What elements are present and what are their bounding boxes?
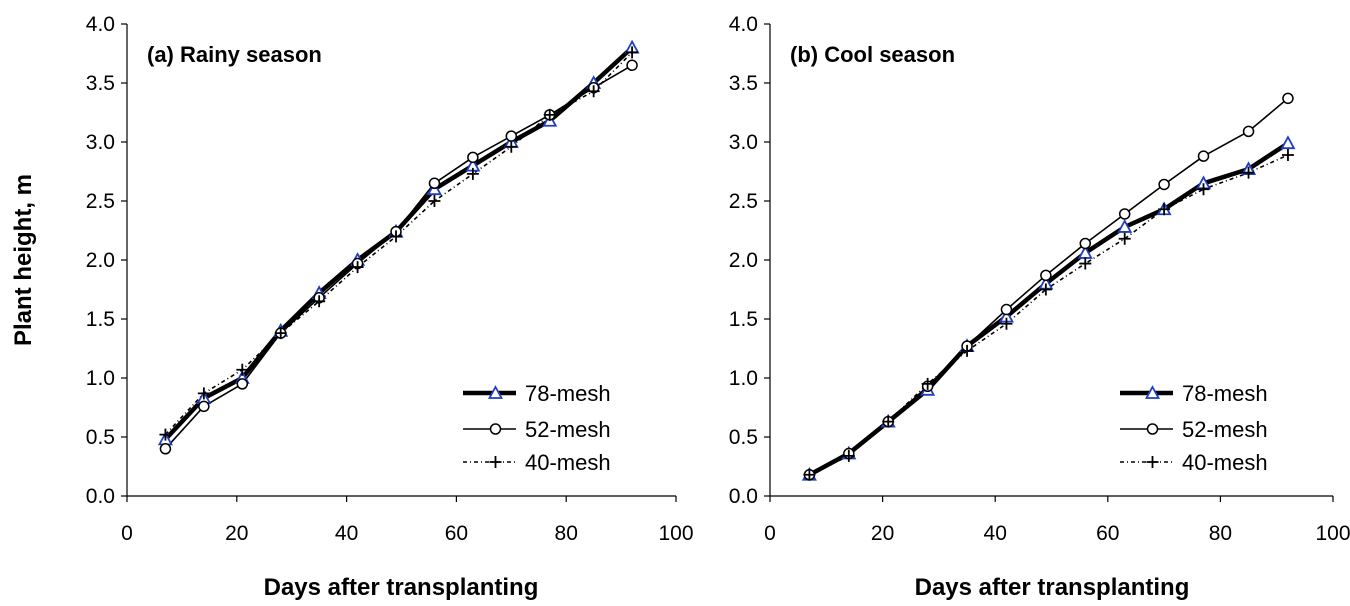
- circle-marker: [489, 423, 502, 435]
- y-tick-label: 2.0: [729, 249, 758, 272]
- plus-marker: [428, 195, 441, 207]
- plus-marker: [1281, 148, 1294, 161]
- x-tick-label: 20: [225, 522, 248, 545]
- y-tick-label: 3.0: [729, 131, 758, 154]
- plus-marker: [587, 85, 600, 98]
- plus-marker: [842, 449, 855, 462]
- x-axis-title: Days after transplanting: [915, 574, 1190, 601]
- plus-marker: [1158, 203, 1171, 216]
- plus-marker: [543, 108, 556, 121]
- panel-rainy-season: (a) Rainy season Days after transplantin…: [86, 13, 694, 601]
- y-tick-label: 2.5: [86, 190, 115, 213]
- legend-label: 40-mesh: [525, 450, 611, 475]
- plus-marker: [466, 167, 479, 180]
- y-tick-label: 1.5: [729, 308, 758, 331]
- circle-marker: [159, 443, 172, 455]
- x-tick-label: 20: [871, 522, 894, 545]
- y-tick-label: 0.5: [729, 426, 758, 449]
- x-tick-label: 80: [555, 522, 578, 545]
- x-tick-label: 100: [1315, 522, 1350, 545]
- triangle-marker: [487, 385, 504, 399]
- legend: 78-mesh 52-mesh 40-mesh: [463, 381, 611, 475]
- plus-marker: [313, 295, 326, 308]
- y-tick-label: 2.5: [729, 190, 758, 213]
- series-markers-40-mesh: [803, 148, 1294, 481]
- panel-cool-season: (b) Cool season Days after transplanting…: [729, 13, 1350, 601]
- plus-marker: [274, 327, 287, 340]
- circle-marker: [236, 378, 249, 390]
- x-tick-label: 40: [335, 522, 358, 545]
- legend-label: 52-mesh: [1182, 417, 1268, 442]
- circle-marker: [626, 59, 638, 72]
- y-tick-label: 1.0: [729, 367, 758, 390]
- plus-marker: [159, 428, 172, 441]
- plus-marker: [1000, 317, 1013, 330]
- plus-marker: [921, 377, 934, 390]
- x-axis-title: Days after transplanting: [264, 574, 539, 601]
- plus-marker: [1039, 283, 1052, 296]
- legend-label: 78-mesh: [1182, 381, 1268, 406]
- x-tick-label: 80: [1209, 522, 1232, 545]
- plus-marker: [390, 230, 403, 243]
- plus-marker: [1242, 166, 1255, 179]
- circle-marker: [467, 151, 479, 164]
- circle-marker: [1282, 92, 1294, 105]
- panel-title: (a) Rainy season: [147, 42, 322, 67]
- legend: 78-mesh 52-mesh 40-mesh: [1120, 381, 1268, 475]
- triangle-marker: [1280, 135, 1296, 150]
- series-markers-40-mesh: [159, 46, 639, 441]
- panel-title: (b) Cool season: [790, 42, 955, 67]
- triangle-marker: [1144, 385, 1161, 399]
- x-tick-label: 60: [445, 522, 468, 545]
- y-axis-title: Plant height, m: [10, 174, 37, 346]
- circle-marker: [1079, 237, 1092, 250]
- circle-marker: [428, 177, 441, 190]
- circle-marker: [1040, 269, 1052, 282]
- y-tick-label: 3.5: [86, 72, 115, 95]
- legend-label: 78-mesh: [525, 381, 611, 406]
- y-tick-label: 0.5: [86, 426, 115, 449]
- y-tick-label: 3.0: [86, 131, 115, 154]
- y-tick-label: 1.0: [86, 367, 115, 390]
- plus-marker: [961, 344, 974, 357]
- x-tick-label: 100: [658, 522, 693, 545]
- plus-marker: [489, 456, 502, 468]
- legend-label: 52-mesh: [525, 417, 611, 442]
- y-tick-label: 4.0: [729, 13, 758, 36]
- legend-label: 40-mesh: [1182, 450, 1268, 475]
- plus-marker: [1118, 232, 1131, 245]
- circle-marker: [1197, 150, 1210, 162]
- plus-marker: [505, 140, 518, 153]
- plus-marker: [236, 363, 249, 376]
- y-tick-label: 2.0: [86, 249, 115, 272]
- plus-marker: [626, 46, 639, 59]
- circle-marker: [1158, 178, 1170, 191]
- circle-marker: [1000, 303, 1013, 316]
- circle-marker: [505, 130, 518, 142]
- y-tick-label: 4.0: [86, 13, 115, 36]
- x-tick-label: 40: [984, 522, 1007, 545]
- y-tick-label: 1.5: [86, 308, 115, 331]
- plus-marker: [1079, 257, 1092, 270]
- plus-marker: [197, 387, 210, 400]
- plus-marker: [1197, 183, 1210, 196]
- y-tick-label: 0.0: [86, 485, 115, 508]
- circle-marker: [1242, 125, 1255, 138]
- plus-marker: [1146, 456, 1159, 468]
- plus-marker: [882, 415, 895, 428]
- x-tick-label: 60: [1096, 522, 1119, 545]
- y-tick-label: 3.5: [729, 72, 758, 95]
- circle-marker: [1118, 208, 1131, 220]
- triangle-marker: [1117, 219, 1133, 233]
- plus-marker: [803, 468, 816, 481]
- plus-marker: [351, 261, 364, 274]
- x-tick-label: 0: [764, 522, 776, 545]
- circle-marker: [1146, 423, 1159, 435]
- x-tick-label: 0: [121, 522, 133, 545]
- circle-marker: [198, 400, 210, 413]
- y-tick-label: 0.0: [729, 485, 758, 508]
